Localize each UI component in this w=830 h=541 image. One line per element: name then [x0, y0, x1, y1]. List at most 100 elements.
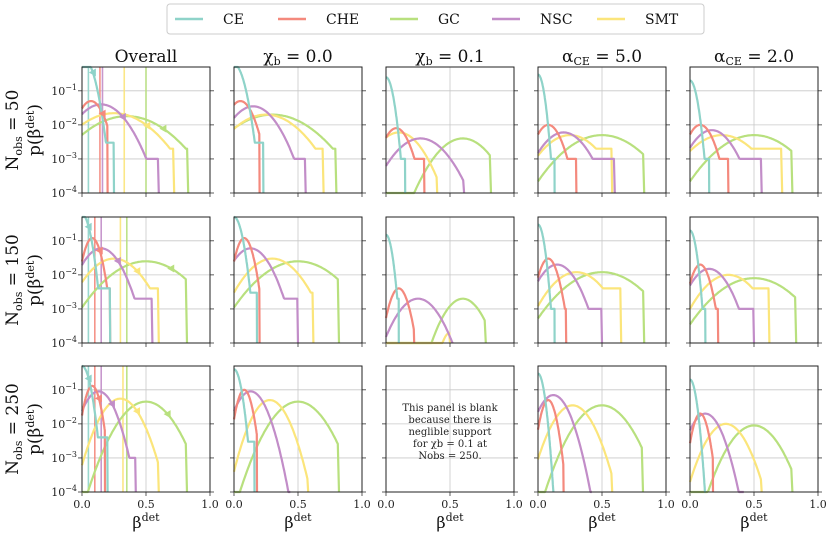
panel-frame	[537, 216, 667, 344]
panel-r2-c4	[686, 365, 822, 496]
panel-frame	[537, 66, 667, 194]
y-tick-label: 10−3	[51, 301, 77, 316]
row-label-nobs-2: Nobs = 250	[3, 383, 25, 475]
column-title-2: χb = 0.1	[415, 47, 484, 68]
x-tick-label: 0.0	[377, 498, 395, 511]
series-che	[688, 263, 720, 344]
arrow-marker-che	[95, 246, 103, 255]
row-label-ylabel-2: p(βdet)	[24, 403, 45, 455]
series-gc	[234, 400, 341, 494]
series-gc	[537, 271, 646, 344]
panel-r2-c3	[534, 365, 670, 496]
y-tick-label: 10−2	[51, 117, 77, 132]
panel-r1-c2	[382, 216, 518, 347]
panel-frame	[81, 66, 211, 194]
series-ce	[385, 76, 407, 194]
series-nsc	[80, 390, 137, 493]
blank-panel-note-line: for χb = 0.1 at	[413, 439, 487, 450]
series-che	[536, 257, 568, 344]
x-tick-label: 0.0	[681, 498, 699, 511]
legend-label-ce: CE	[223, 12, 244, 28]
panel-frame	[233, 365, 363, 493]
arrow-marker-smt	[133, 407, 141, 416]
x-tick-label: 0.0	[225, 498, 243, 511]
blank-panel-note-line: neglible support	[408, 427, 491, 438]
series-gc	[537, 134, 646, 194]
series-ce	[689, 79, 711, 194]
arrow-marker-gc	[159, 124, 167, 133]
panel-r0-c0	[78, 65, 214, 197]
panel-r1-c4	[686, 216, 822, 347]
series-gc	[81, 115, 190, 194]
arrow-marker-nsc	[107, 399, 115, 408]
series-nsc	[689, 267, 756, 344]
y-tick-label: 10−1	[51, 233, 77, 248]
legend: CE CHE GC NSC SMT	[166, 3, 705, 35]
column-title-1: χb = 0.0	[263, 47, 332, 68]
series-gc	[233, 113, 338, 194]
panel-frame	[689, 365, 819, 493]
series-ce	[689, 229, 707, 344]
arrow-marker-smt	[133, 267, 141, 276]
x-tick-label: 1.0	[353, 498, 371, 511]
arrow-marker-ce	[88, 68, 96, 77]
row-label-ylabel-1: p(βdet)	[24, 254, 45, 306]
x-tick-label: 1.0	[809, 498, 827, 511]
x-tick-label: 0.5	[745, 498, 763, 511]
blank-panel-note-line: because there is	[408, 415, 491, 426]
blank-panel-note-line: This panel is blank	[402, 403, 498, 414]
series-nsc	[537, 131, 616, 194]
panel-frame	[385, 216, 515, 344]
series-smt	[233, 113, 325, 194]
series-nsc	[689, 412, 745, 494]
legend-label-gc: GC	[438, 12, 460, 28]
x-axis-label: βdet	[132, 511, 160, 532]
row-label-ylabel-0: p(βdet)	[24, 104, 45, 156]
legend-label-che: CHE	[326, 12, 359, 28]
panel-frame	[689, 216, 819, 344]
panel-r0-c3	[534, 66, 670, 197]
row-label-nobs-0: Nobs = 50	[3, 90, 25, 171]
panel-frame	[81, 365, 211, 493]
series-che	[537, 123, 578, 194]
series-che	[233, 99, 261, 194]
series-nsc	[537, 394, 593, 494]
series-gc	[689, 134, 794, 194]
x-tick-label: 0.5	[289, 498, 307, 511]
series-ce	[233, 368, 256, 493]
y-tick-label: 10−3	[51, 450, 77, 465]
panel-r0-c4	[686, 66, 822, 197]
panel-frame	[233, 216, 363, 344]
arrow-marker-che	[98, 109, 106, 118]
series-che	[80, 237, 112, 344]
x-tick-label: 0.5	[137, 498, 155, 511]
panel-r0-c1	[230, 65, 366, 197]
arrow-marker-smt	[143, 121, 151, 130]
series-che	[384, 287, 416, 344]
series-ce	[233, 65, 265, 194]
panel-frame	[81, 216, 211, 344]
series-che	[232, 237, 261, 344]
legend-label-smt: SMT	[645, 12, 679, 28]
arrow-marker-ce	[84, 222, 92, 231]
series-ce	[689, 378, 707, 494]
x-tick-label: 1.0	[505, 498, 523, 511]
arrow-marker-gc	[167, 264, 175, 273]
panel-r1-c0	[78, 215, 214, 347]
series-nsc	[233, 105, 307, 194]
legend-box	[166, 3, 705, 35]
series-nsc	[81, 103, 160, 194]
series-che	[689, 123, 730, 194]
y-tick-label: 10−1	[51, 382, 77, 397]
panel-frame	[233, 66, 363, 194]
series-che	[688, 412, 715, 493]
panel-frame	[385, 66, 515, 194]
labels-group: Overall χb = 0.0 χb = 0.1 αCE = 5.0 αCE = 2.…	[3, 47, 827, 532]
panel-r2-c1	[230, 365, 366, 496]
y-tick-label: 10−4	[51, 484, 77, 499]
panel-frame	[689, 66, 819, 194]
x-tick-label: 1.0	[657, 498, 675, 511]
panel-r2-c0	[78, 364, 214, 496]
